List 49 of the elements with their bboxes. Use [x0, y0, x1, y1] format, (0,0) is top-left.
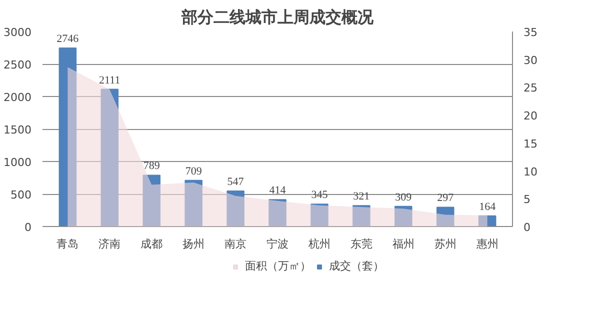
- bar: [268, 199, 286, 226]
- bar: [58, 48, 77, 226]
- y-tick-label: 3000: [4, 26, 32, 39]
- x-tick-label: 福州: [392, 238, 414, 250]
- y-tick-label: 1500: [4, 124, 32, 136]
- y-tick-label: 2000: [4, 91, 32, 104]
- data-label: 164: [479, 200, 496, 213]
- y2-tick-label: 5: [524, 193, 530, 206]
- y2-tick-label: 25: [524, 82, 538, 95]
- x-tick-label: 杭州: [307, 238, 330, 250]
- x-tick-label: 东莞: [350, 238, 372, 250]
- bar: [100, 88, 119, 226]
- chart-title: 部分二线城市上周成交概况: [180, 8, 374, 26]
- y-tick-label: 2500: [4, 58, 32, 72]
- data-label: 309: [395, 191, 412, 204]
- y2-tick-label: 30: [524, 54, 538, 67]
- bar: [142, 174, 160, 226]
- bar: [310, 204, 328, 226]
- data-label: 2746: [56, 33, 80, 46]
- bar: [226, 190, 244, 226]
- data-label: 709: [185, 165, 202, 178]
- x-tick-label: 南京: [224, 238, 247, 250]
- data-label: 414: [269, 184, 286, 197]
- x-tick-label: 惠州: [475, 238, 498, 250]
- y-tick-label: 1000: [4, 156, 32, 169]
- x-tick-label: 成都: [140, 238, 163, 250]
- bar: [184, 180, 202, 226]
- y2-tick-label: 0: [524, 221, 530, 234]
- data-label: 789: [143, 160, 160, 172]
- bar: [436, 206, 454, 226]
- x-tick-label: 青岛: [56, 238, 79, 250]
- data-label: 297: [437, 192, 454, 204]
- y-tick-label: 0: [24, 221, 32, 234]
- x-tick-label: 扬州: [182, 238, 205, 250]
- data-label: 2111: [99, 74, 120, 86]
- y2-tick-label: 10: [524, 165, 538, 178]
- legend-label: 成交（套）: [329, 258, 384, 274]
- data-label: 547: [227, 176, 244, 188]
- legend-label: 面积（万㎡）: [245, 258, 311, 274]
- bar: [352, 205, 370, 226]
- x-tick-label: 济南: [98, 238, 121, 250]
- bar: [394, 206, 412, 226]
- y2-tick-label: 15: [524, 137, 538, 150]
- bar: [478, 215, 496, 226]
- y2-tick-label: 20: [524, 110, 538, 123]
- x-tick-label: 苏州: [434, 238, 456, 250]
- y-tick-label: 500: [10, 188, 32, 202]
- y2-tick-label: 35: [524, 26, 538, 39]
- x-tick-label: 宁波: [266, 238, 288, 250]
